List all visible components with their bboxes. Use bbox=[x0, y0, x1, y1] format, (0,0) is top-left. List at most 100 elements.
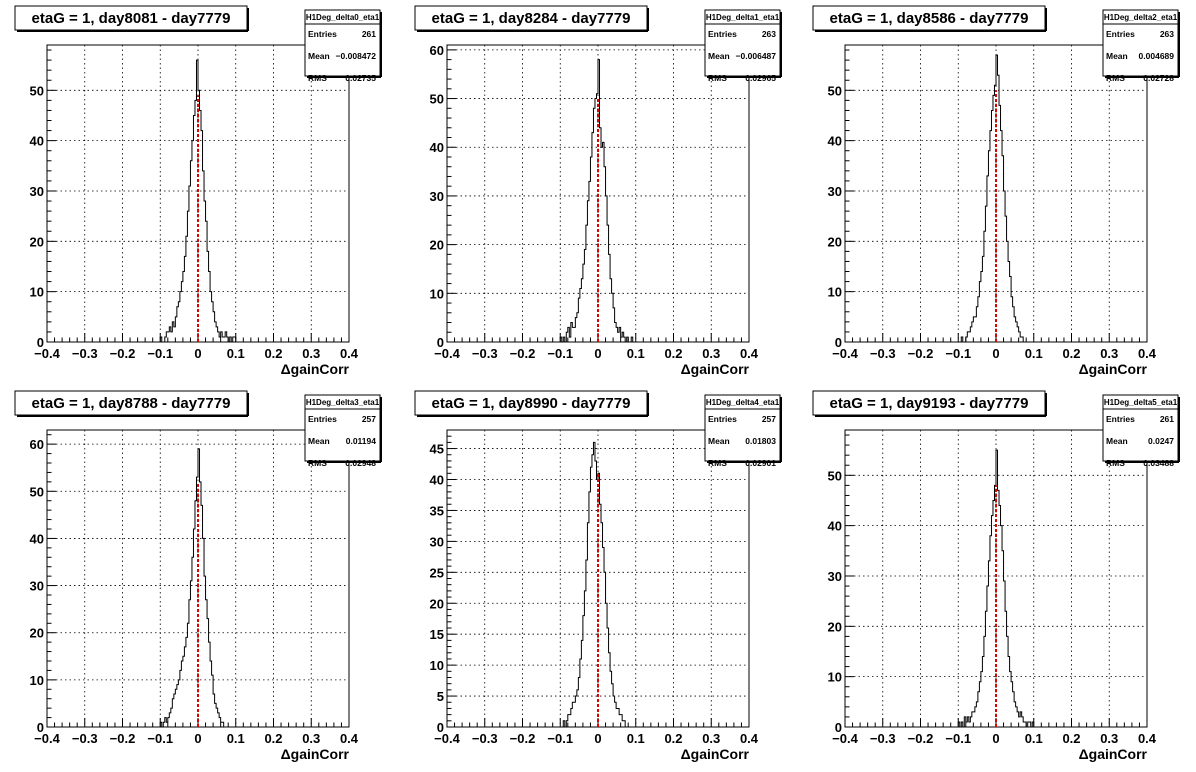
stats-rms-label: RMS bbox=[308, 73, 327, 83]
y-tick-label: 0 bbox=[37, 335, 44, 350]
stats-entries-value: 263 bbox=[762, 29, 776, 39]
y-tick-label: 10 bbox=[828, 285, 842, 300]
x-tick-label: 0.4 bbox=[340, 731, 359, 746]
y-tick-label: 20 bbox=[30, 626, 44, 641]
x-tick-label: 0 bbox=[992, 731, 999, 746]
stats-entries-value: 263 bbox=[1160, 29, 1174, 39]
stats-mean-label: Mean bbox=[1106, 436, 1128, 446]
title-box bbox=[812, 390, 1046, 416]
stats-rms-label: RMS bbox=[1106, 458, 1125, 468]
stats-entries-label: Entries bbox=[708, 29, 737, 39]
y-tick-label: 50 bbox=[828, 468, 842, 483]
stats-entries-label: Entries bbox=[1106, 414, 1135, 424]
histogram-panel-5: −0.4 −0.3 −0.2 −0.1 0 0.1 0.2 0.3 0.4 0 5 10 15 20 25 3… bbox=[414, 390, 782, 762]
stats-histogram-name: H1Deg_delta4_eta1 bbox=[706, 398, 780, 407]
stats-histogram-name: H1Deg_delta0_eta1 bbox=[306, 13, 380, 22]
x-tick-label: −0.3 bbox=[472, 731, 498, 746]
x-tick-label: 0.2 bbox=[264, 346, 282, 361]
y-tick-label: 60 bbox=[30, 437, 44, 452]
x-tick-label: 0.1 bbox=[227, 731, 245, 746]
histogram-outline bbox=[159, 448, 236, 728]
x-tick-label: −0.3 bbox=[870, 731, 896, 746]
y-tick-label: 0 bbox=[835, 335, 842, 350]
x-tick-label: −0.2 bbox=[908, 346, 934, 361]
y-tick-label: 0 bbox=[835, 720, 842, 735]
x-axis-label: ΔgainCorr bbox=[681, 746, 750, 762]
y-tick-label: 50 bbox=[430, 92, 444, 107]
x-tick-label: −0.3 bbox=[72, 346, 98, 361]
x-tick-label: 0.1 bbox=[227, 346, 245, 361]
x-tick-label: −0.3 bbox=[472, 346, 498, 361]
stats-histogram-name: H1Deg_delta3_eta1 bbox=[306, 398, 380, 407]
chart-title: etaG = 1, day8990 - day7779 bbox=[432, 395, 631, 412]
histogram-panel-1: −0.4 −0.3 −0.2 −0.1 0 0.1 0.2 0.3 0.4 0 10 20 30 40 50… bbox=[14, 5, 382, 377]
y-tick-label: 30 bbox=[30, 579, 44, 594]
y-tick-label: 30 bbox=[430, 534, 444, 549]
stats-rms-label: RMS bbox=[1106, 73, 1125, 83]
histogram-outline bbox=[560, 441, 636, 728]
stats-rms-value: 0.02901 bbox=[745, 458, 776, 468]
title-box bbox=[414, 390, 648, 416]
title-box bbox=[14, 5, 248, 31]
x-tick-label: −0.1 bbox=[147, 731, 173, 746]
stats-rms-value: 0.02735 bbox=[345, 73, 376, 83]
x-axis-label: ΔgainCorr bbox=[281, 361, 350, 377]
stats-mean-label: Mean bbox=[708, 51, 730, 61]
y-tick-label: 15 bbox=[430, 627, 444, 642]
y-tick-label: 40 bbox=[430, 473, 444, 488]
y-tick-label: 0 bbox=[37, 720, 44, 735]
y-tick-label: 40 bbox=[828, 519, 842, 534]
stats-box bbox=[1102, 9, 1179, 77]
histogram-outline bbox=[159, 59, 237, 343]
x-tick-label: −0.2 bbox=[110, 346, 136, 361]
stats-mean-label: Mean bbox=[308, 436, 330, 446]
x-tick-label: 0.2 bbox=[264, 731, 282, 746]
x-tick-label: −0.2 bbox=[908, 731, 934, 746]
stats-histogram-name: H1Deg_delta5_eta1 bbox=[1104, 398, 1178, 407]
chart-title: etaG = 1, day8788 - day7779 bbox=[32, 395, 231, 412]
y-tick-label: 40 bbox=[30, 531, 44, 546]
stats-box bbox=[704, 9, 781, 77]
x-tick-label: 0.2 bbox=[1062, 346, 1080, 361]
y-tick-label: 25 bbox=[430, 565, 444, 580]
y-tick-label: 45 bbox=[430, 442, 444, 457]
x-tick-label: −0.2 bbox=[510, 731, 536, 746]
x-tick-label: 0 bbox=[194, 346, 201, 361]
x-tick-label: 0.1 bbox=[627, 346, 645, 361]
x-tick-label: 0 bbox=[594, 346, 601, 361]
stats-rms-label: RMS bbox=[708, 73, 727, 83]
x-tick-label: 0.2 bbox=[1062, 731, 1080, 746]
stats-entries-label: Entries bbox=[308, 29, 337, 39]
y-tick-label: 20 bbox=[430, 596, 444, 611]
x-tick-label: −0.4 bbox=[434, 731, 460, 746]
x-axis-label: ΔgainCorr bbox=[1079, 746, 1148, 762]
x-tick-label: 0.3 bbox=[1100, 346, 1118, 361]
x-axis-label: ΔgainCorr bbox=[281, 746, 350, 762]
stats-box bbox=[1102, 394, 1179, 462]
y-tick-label: 10 bbox=[30, 285, 44, 300]
x-tick-label: −0.1 bbox=[547, 346, 573, 361]
y-tick-label: 10 bbox=[828, 670, 842, 685]
x-tick-label: −0.4 bbox=[832, 731, 858, 746]
stats-rms-value: 0.02965 bbox=[745, 73, 776, 83]
stats-box bbox=[304, 9, 381, 77]
x-tick-label: 0.1 bbox=[627, 731, 645, 746]
stats-rms-value: 0.02728 bbox=[1143, 73, 1174, 83]
y-tick-label: 50 bbox=[30, 484, 44, 499]
stats-entries-label: Entries bbox=[708, 414, 737, 424]
x-tick-label: −0.1 bbox=[945, 731, 971, 746]
y-tick-label: 35 bbox=[430, 503, 444, 518]
y-tick-label: 50 bbox=[828, 83, 842, 98]
histogram-outline bbox=[559, 59, 636, 343]
stats-entries-value: 261 bbox=[1160, 414, 1174, 424]
y-tick-label: 20 bbox=[828, 619, 842, 634]
y-tick-label: 40 bbox=[430, 140, 444, 155]
x-tick-label: 0.3 bbox=[302, 346, 320, 361]
y-tick-label: 5 bbox=[437, 689, 444, 704]
x-tick-label: 0 bbox=[594, 731, 601, 746]
y-tick-label: 0 bbox=[437, 720, 444, 735]
x-tick-label: 0 bbox=[194, 731, 201, 746]
x-tick-label: 0.1 bbox=[1025, 346, 1043, 361]
x-axis-label: ΔgainCorr bbox=[681, 361, 750, 377]
